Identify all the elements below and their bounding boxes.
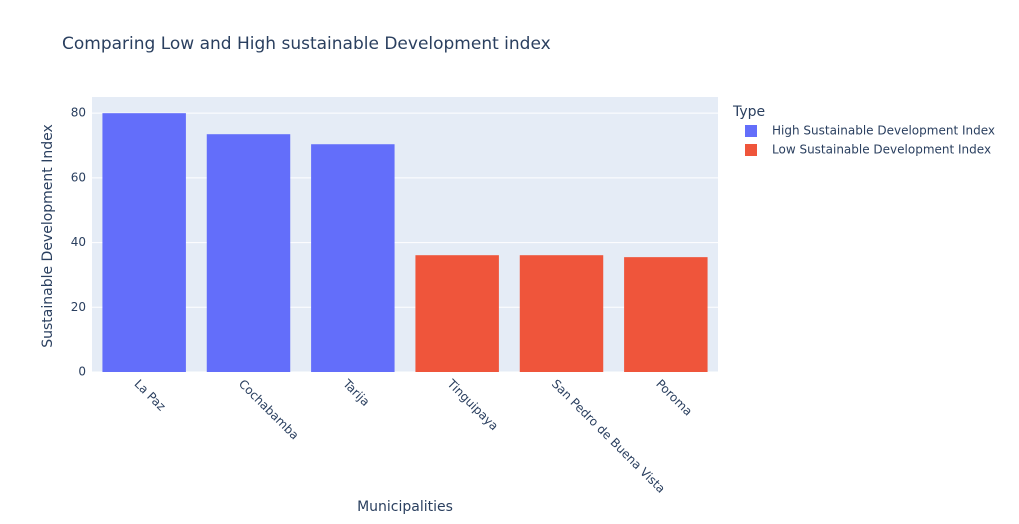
bar [624,257,708,372]
bar [102,113,186,373]
x-axis-title: Municipalities [357,499,453,515]
y-tick-label: 40 [71,235,86,249]
y-axis-title: Sustainable Development Index [40,124,56,348]
legend-label: Low Sustainable Development Index [772,143,991,157]
plot-area [92,97,718,372]
y-tick-label: 60 [71,170,86,184]
y-tick-label: 20 [71,300,86,314]
bar [519,255,604,372]
y-tick-label: 80 [71,106,86,120]
legend-label: High Sustainable Development Index [772,124,995,138]
bar [415,255,499,372]
bar [311,144,395,372]
bar [206,134,291,372]
y-tick-label: 0 [78,365,86,379]
legend-swatch [745,125,757,137]
chart-title: Comparing Low and High sustainable Devel… [62,34,551,54]
legend-title: Type [732,104,765,120]
legend-swatch [745,144,757,156]
